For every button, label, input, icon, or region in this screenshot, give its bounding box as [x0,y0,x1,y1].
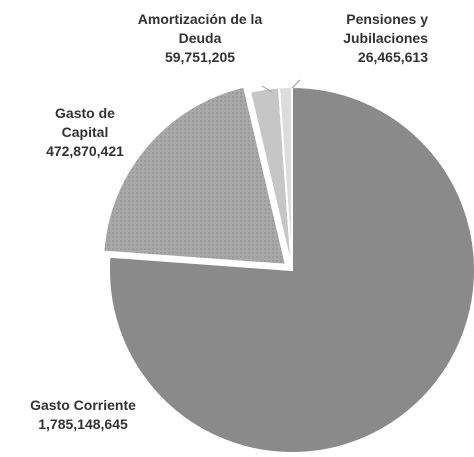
category-label: Pensiones y Jubilaciones [343,11,428,46]
category-label: Gasto de Capital [55,105,115,140]
slice-label: Gasto de Capital 472,870,421 [10,104,160,161]
slice-label: Amortización de la Deuda 59,751,205 [125,10,275,67]
category-label: Gasto Corriente [30,397,136,413]
slice-label: Pensiones y Jubilaciones 26,465,613 [300,10,428,67]
leader-line [261,85,273,93]
leader-line [291,79,301,89]
pie-slice [102,85,288,266]
slice-label: Gasto Corriente 1,785,148,645 [8,396,158,434]
value-label: 1,785,148,645 [38,416,128,432]
value-label: 26,465,613 [357,49,428,65]
category-label: Amortización de la Deuda [137,11,263,46]
value-label: 472,870,421 [46,143,124,159]
value-label: 59,751,205 [164,49,236,65]
pie-slice [277,85,293,271]
